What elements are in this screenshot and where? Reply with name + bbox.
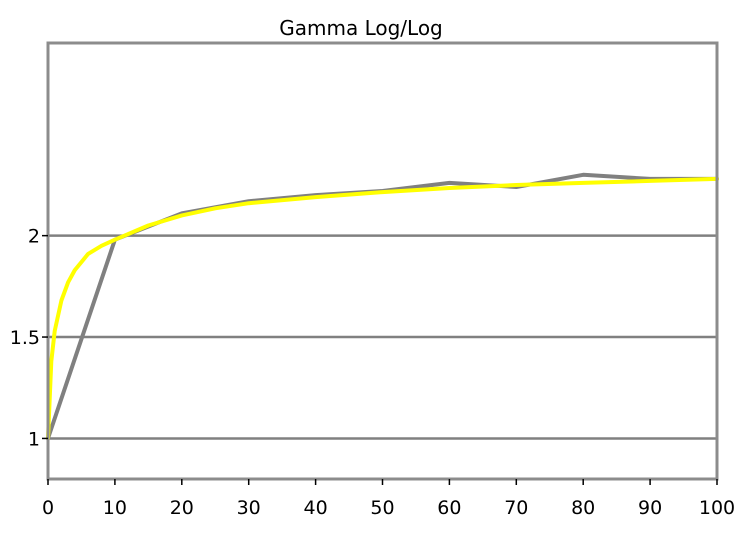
series-lines [46, 172, 719, 441]
grid-lines [48, 234, 717, 440]
chart-title: Gamma Log/Log [279, 16, 443, 40]
x-tick-label: 10 [103, 497, 127, 519]
x-tick-label: 20 [170, 497, 194, 519]
x-tick-label: 80 [571, 497, 595, 519]
axis-ticks: 11.520 10 20 30 40 50 60 70 80 90 100 [10, 226, 735, 519]
y-tick-label: 1.5 [10, 327, 40, 349]
series-line-measured [46, 172, 719, 441]
x-tick-label: 30 [237, 497, 261, 519]
x-tick-label: 0 [42, 497, 54, 519]
x-tick-label: 70 [504, 497, 528, 519]
y-tick-label: 2 [28, 226, 40, 248]
x-tick-label: 90 [638, 497, 662, 519]
x-tick-label: 60 [437, 497, 461, 519]
x-tick-label: 50 [370, 497, 394, 519]
y-tick-label: 1 [28, 428, 40, 450]
series-line-target [46, 176, 719, 441]
x-tick-label: 100 [699, 497, 735, 519]
plot-area-frame [46, 41, 719, 481]
x-tick-label: 40 [304, 497, 328, 519]
